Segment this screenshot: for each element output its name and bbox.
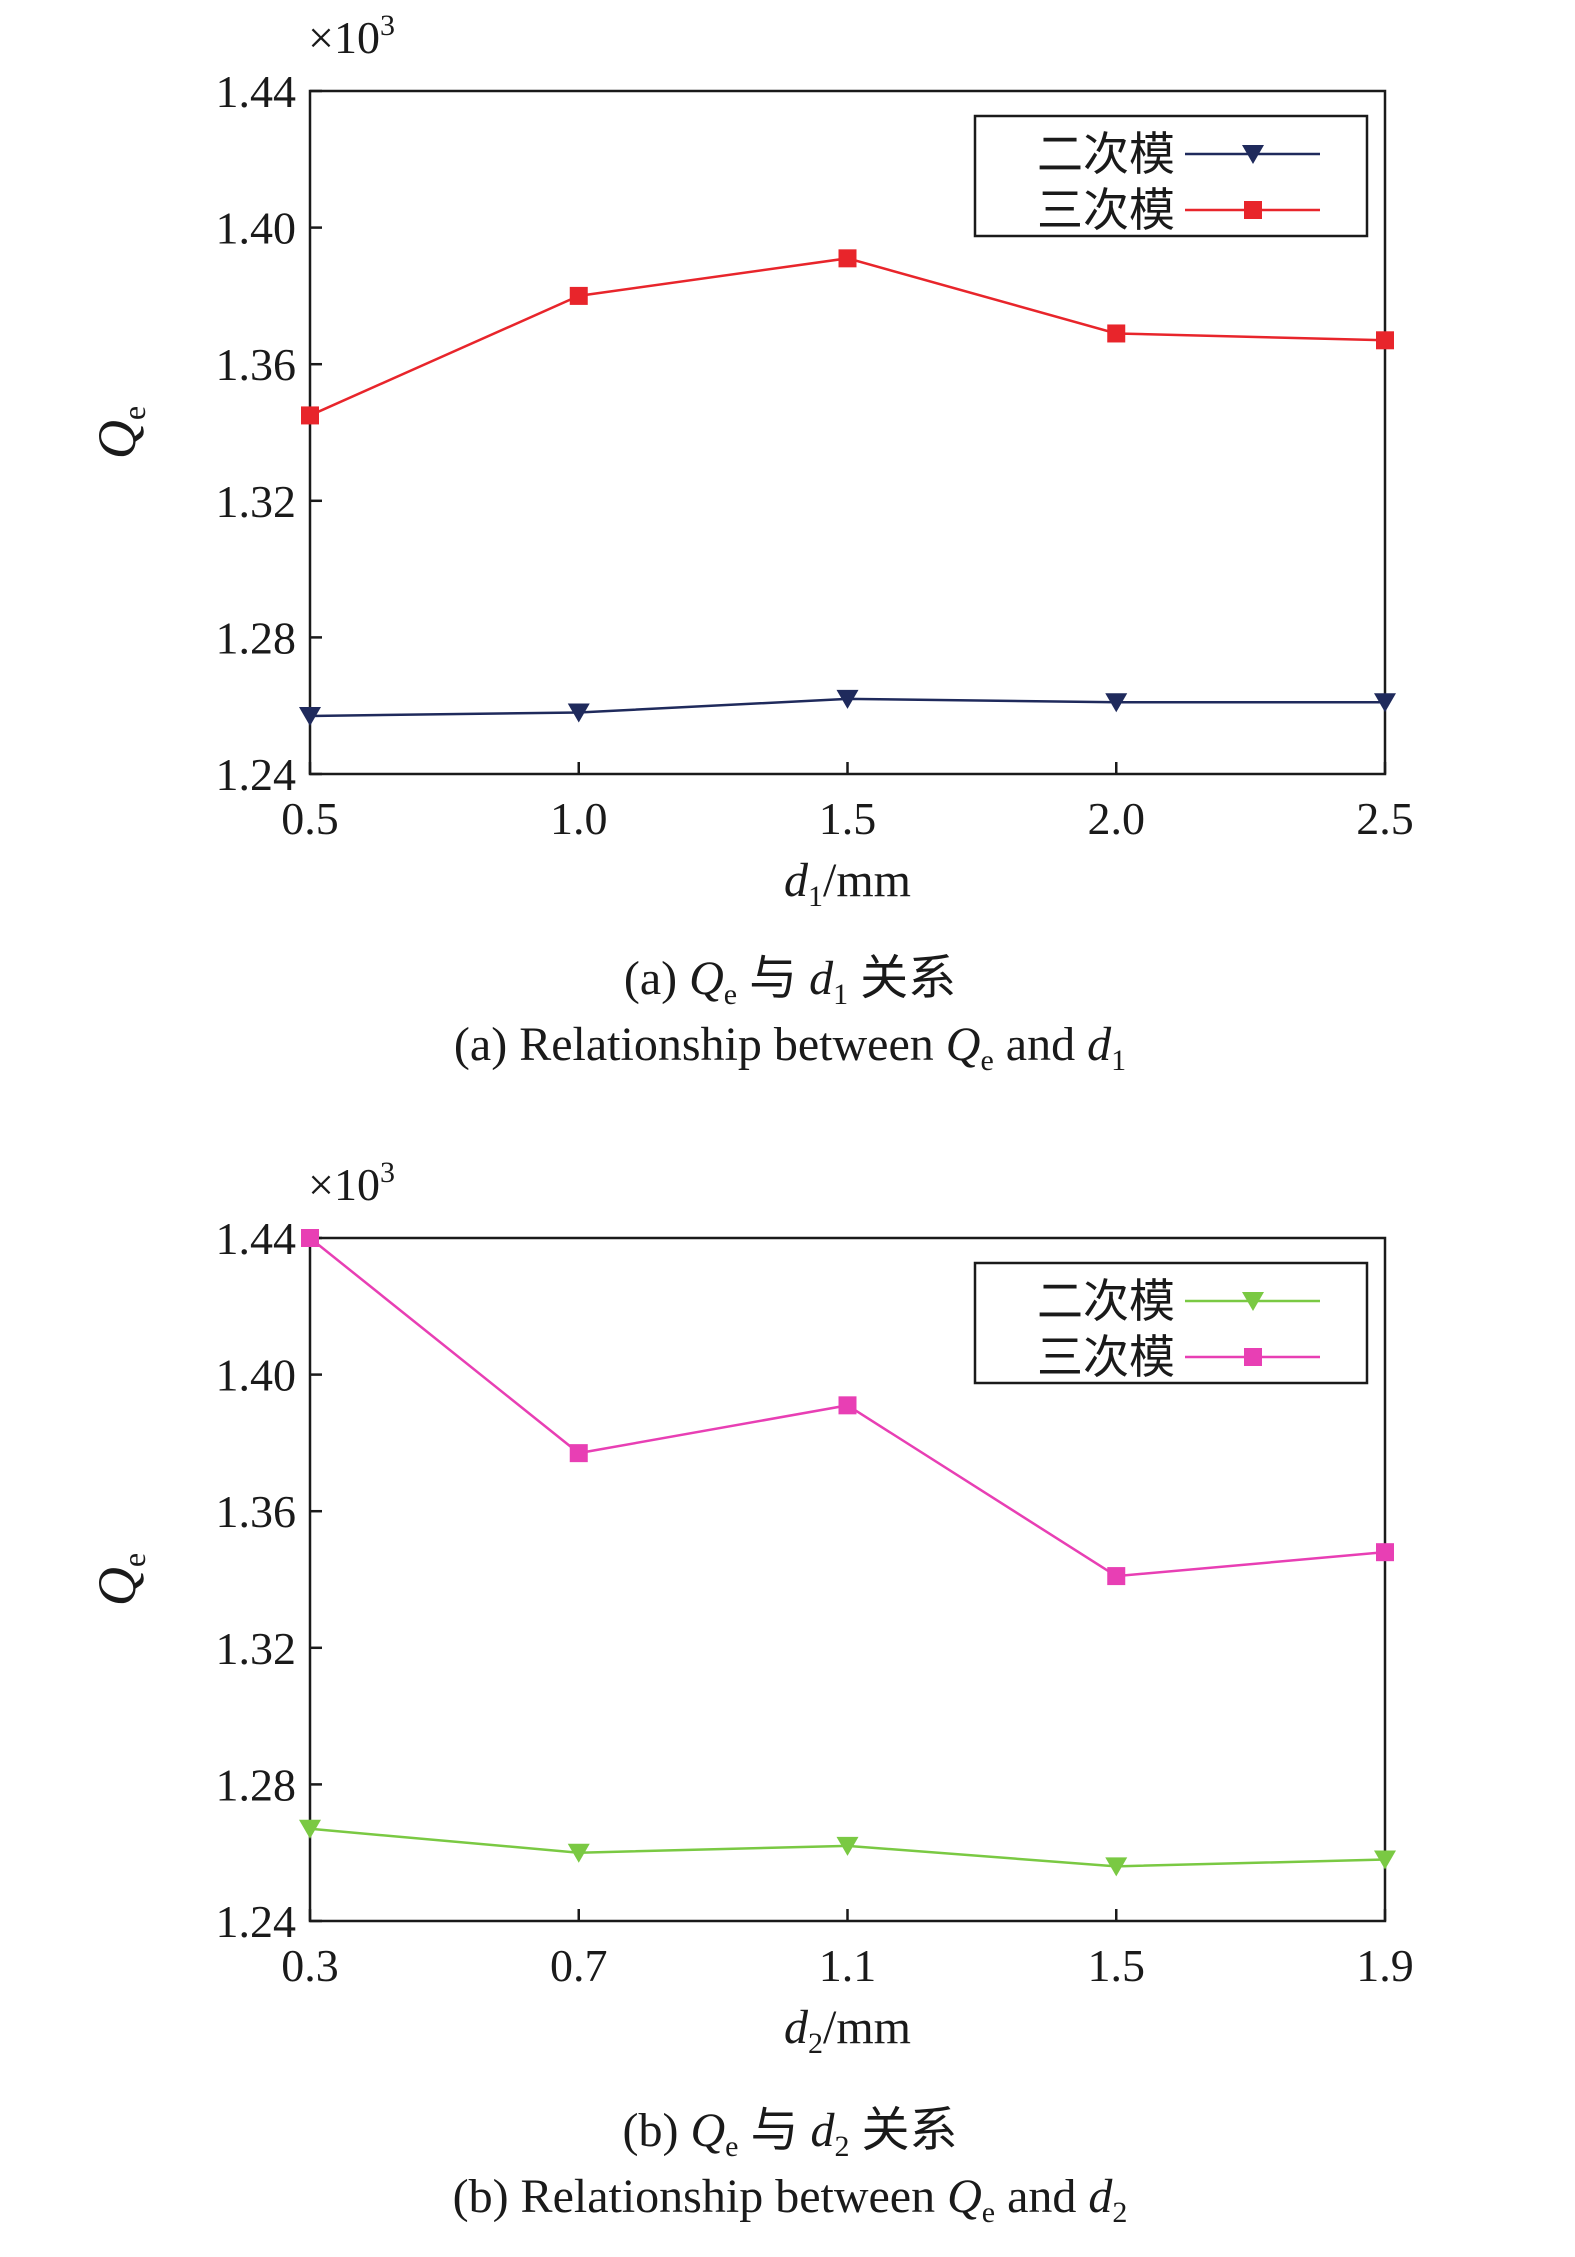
legend-label: 二次模 [1037, 1276, 1175, 1327]
chart-panel-b: 1.24 1.28 1.32 1.36 1.40 1.44 0.3 0.7 1.1 1.5 1.9 ×… [87, 1156, 1414, 2060]
caption-cn-b: (b) Qe 与 d2 关系 [623, 2102, 958, 2163]
y-tick-label: 1.28 [216, 1759, 297, 1810]
data-point [301, 406, 319, 425]
data-point [569, 286, 588, 305]
x-tick-label: 1.5 [819, 793, 877, 844]
legend-marker [1244, 1348, 1262, 1366]
legend-label: 二次模 [1037, 129, 1175, 180]
y-tick-label: 1.40 [216, 203, 297, 254]
y-multiplier: ×103 [308, 9, 395, 63]
caption-en-b: (b) Relationship between Qe and d2 [453, 2170, 1128, 2229]
data-point [1105, 1857, 1128, 1877]
caption-en-a: (a) Relationship between Qe and d1 [454, 1018, 1126, 1077]
x-tick-label: 2.0 [1088, 793, 1146, 844]
y-tick-label: 1.24 [216, 1896, 297, 1947]
data-point [836, 1836, 859, 1856]
y-tick-label: 1.36 [216, 1486, 297, 1537]
chart-panel-a: 1.24 1.28 1.32 1.36 1.40 1.44 0.5 1.0 1.5 2.0 2.5 ×… [87, 9, 1414, 913]
legend-label: 三次模 [1037, 1332, 1175, 1383]
x-tick-label: 0.5 [281, 793, 339, 844]
x-tick-label: 0.3 [281, 1940, 339, 1991]
legend-box [973, 1261, 1369, 1385]
y-tick-label: 1.32 [216, 476, 297, 527]
legend-label: 三次模 [1037, 185, 1175, 236]
y-tick-label: 1.24 [216, 749, 297, 800]
y-tick-label: 1.28 [216, 612, 297, 663]
caption-cn-a: (a) Qe 与 d1 关系 [624, 950, 956, 1011]
x-tick-label: 0.7 [550, 1940, 608, 1991]
x-tick-label: 1.1 [819, 1940, 877, 1991]
data-point [567, 703, 590, 723]
y-axis-label: Qe [87, 406, 152, 459]
y-tick-label: 1.36 [216, 339, 297, 390]
data-point [1374, 1850, 1396, 1870]
series-line [309, 257, 1386, 417]
data-point [1107, 324, 1126, 343]
y-axis-label: Qe [87, 1553, 152, 1606]
data-point [838, 1396, 857, 1415]
data-point [1376, 1543, 1394, 1562]
y-tick-label: 1.40 [216, 1350, 297, 1401]
legend-marker [1242, 145, 1264, 164]
data-point [567, 1843, 590, 1863]
data-point [299, 706, 321, 726]
legend-box [973, 114, 1369, 238]
x-tick-label: 2.5 [1356, 793, 1414, 844]
x-axis-label: d1/mm [784, 854, 911, 913]
data-point [299, 1819, 321, 1839]
x-tick-label: 1.0 [550, 793, 608, 844]
y-tick-label: 1.32 [216, 1623, 297, 1674]
data-point [838, 249, 857, 268]
legend-marker [1242, 1292, 1264, 1311]
data-point [569, 1444, 588, 1463]
data-point [836, 689, 859, 709]
data-point [1107, 1567, 1126, 1586]
x-tick-label: 1.5 [1088, 1940, 1146, 1991]
data-point [1376, 331, 1394, 350]
x-axis-label: d2/mm [784, 2001, 911, 2060]
y-multiplier: ×103 [308, 1156, 395, 1210]
y-tick-label: 1.44 [216, 1213, 297, 1264]
x-tick-label: 1.9 [1356, 1940, 1414, 1991]
data-point [1105, 693, 1128, 713]
y-tick-label: 1.44 [216, 66, 297, 117]
data-point [301, 1229, 319, 1247]
data-point [1374, 693, 1396, 713]
legend-marker [1244, 201, 1262, 219]
